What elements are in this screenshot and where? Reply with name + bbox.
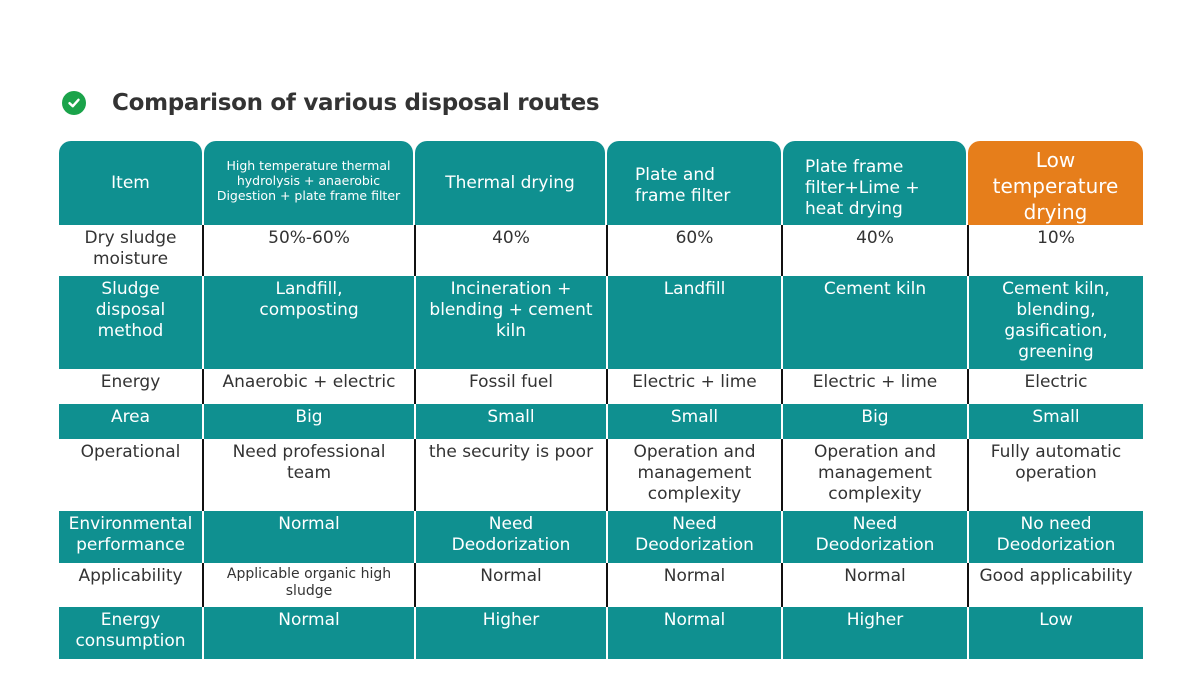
table-row: Energy Anaerobic + electric Fossil fuel … (59, 369, 1143, 404)
table-row: Area Big Small Small Big Small (59, 404, 1143, 439)
table-cell: Small (606, 404, 782, 439)
table-cell: Higher (414, 607, 607, 659)
table-cell: Landfill (606, 276, 782, 369)
table-cell: No need Deodorization (967, 511, 1143, 563)
table-cell: Electric (967, 369, 1143, 404)
title-bar: Comparison of various disposal routes (62, 86, 600, 120)
table-cell: Cement kiln (781, 276, 968, 369)
table-cell: Applicable organic high sludge (202, 563, 415, 607)
row-label: Area (59, 404, 203, 439)
table-row: Environmental performance Normal Need De… (59, 511, 1143, 563)
table-cell: Higher (781, 607, 968, 659)
table-cell: Low (967, 607, 1143, 659)
table-cell: Need Deodorization (606, 511, 782, 563)
table-cell: 10% (967, 225, 1143, 276)
row-label: Energy consumption (59, 607, 203, 659)
table-cell: Need Deodorization (414, 511, 607, 563)
row-label: Dry sludge moisture (84, 228, 177, 269)
header-thermal-drying: Thermal drying (415, 141, 605, 225)
table-row: Dry sludge moisture 50%-60% 40% 60% 40% … (59, 225, 1143, 276)
table-row: Energy consumption Normal Higher Normal … (59, 607, 1143, 659)
table-cell: Big (202, 404, 415, 439)
table-cell: Need professional team (202, 439, 415, 511)
table-cell: Electric + lime (781, 369, 968, 404)
table-row: Operational Need professional team the s… (59, 439, 1143, 511)
table-cell: Normal (781, 563, 968, 607)
table-cell: the security is poor (414, 439, 607, 511)
row-label: Applicability (78, 566, 183, 586)
table-cell: Operation and management complexity (781, 439, 968, 511)
table-cell: Fully automatic operation (967, 439, 1143, 511)
table-cell: Cement kiln, blending, gasification, gre… (967, 276, 1143, 369)
table-cell: Anaerobic + electric (202, 369, 415, 404)
row-label: Energy (100, 372, 161, 392)
table-cell: Operation and management complexity (606, 439, 782, 511)
table-cell: Incineration + blending + cement kiln (414, 276, 607, 369)
table-cell: 50%-60% (202, 225, 415, 276)
header-plate-frame-lime-heat: Plate frame filter+Lime + heat drying (783, 141, 966, 225)
table-cell: Normal (414, 563, 607, 607)
table-cell: 60% (606, 225, 782, 276)
check-circle-icon (62, 91, 86, 115)
table-cell: Good applicability (967, 563, 1143, 607)
table-row: Applicability Applicable organic high sl… (59, 563, 1143, 607)
table-cell: Small (967, 404, 1143, 439)
header-item: Item (59, 141, 202, 225)
page-title: Comparison of various disposal routes (112, 90, 600, 116)
header-low-temperature-drying: Low temperature drying (968, 141, 1143, 225)
table-cell: Need Deodorization (781, 511, 968, 563)
row-label: Sludge disposal method (59, 276, 203, 369)
row-label: Environmental performance (59, 511, 203, 563)
row-label: Operational (80, 442, 181, 462)
table-cell: Small (414, 404, 607, 439)
header-thermal-hydrolysis: High temperature thermal hydrolysis + an… (204, 141, 413, 225)
table-cell: Normal (606, 563, 782, 607)
table-cell: Normal (202, 511, 415, 563)
table-cell: Big (781, 404, 968, 439)
table-cell: Fossil fuel (414, 369, 607, 404)
table-cell: 40% (781, 225, 968, 276)
table-cell: Normal (606, 607, 782, 659)
header-plate-frame-filter: Plate and frame filter (607, 141, 781, 225)
table-cell: 40% (414, 225, 607, 276)
table-cell: Electric + lime (606, 369, 782, 404)
comparison-table: Dry sludge moisture 50%-60% 40% 60% 40% … (59, 225, 1143, 659)
table-row: Sludge disposal method Landfill, compost… (59, 276, 1143, 369)
table-cell: Landfill, composting (202, 276, 415, 369)
table-cell: Normal (202, 607, 415, 659)
